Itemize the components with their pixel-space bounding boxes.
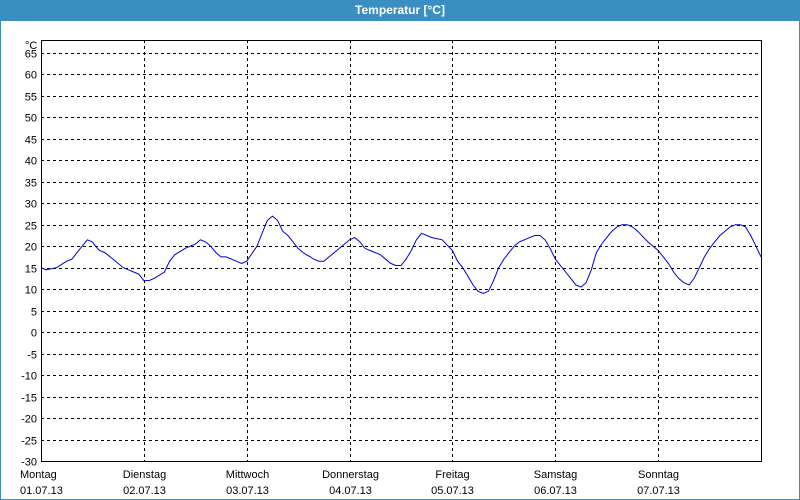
y-tick-label: 10	[25, 285, 37, 297]
y-tick-label: 20	[25, 242, 37, 254]
y-tick-label: -30	[21, 457, 37, 469]
x-tick-day-label: Donnerstag	[322, 469, 379, 481]
x-tick-day-label: Sonntag	[638, 469, 679, 481]
y-tick-label: -15	[21, 393, 37, 405]
y-tick-label: 30	[25, 199, 37, 211]
x-tick-day-label: Dienstag	[123, 469, 166, 481]
x-tick-date-label: 06.07.13	[534, 485, 577, 497]
y-tick-label: 55	[25, 92, 37, 104]
x-tick-day-label: Samstag	[534, 469, 577, 481]
y-axis-ticks: 65605550454035302520151050-5-10-15-20-25…	[21, 49, 37, 469]
y-tick-label: 50	[25, 113, 37, 125]
y-tick-label: 35	[25, 178, 37, 190]
x-tick-date-label: 07.07.13	[637, 485, 680, 497]
y-tick-label: 65	[25, 49, 37, 61]
series-line-temperature	[40, 215, 762, 295]
window-title: Temperatur [°C]	[1, 0, 799, 21]
y-tick-label: 25	[25, 221, 37, 233]
x-tick-date-label: 02.07.13	[123, 485, 166, 497]
grid	[41, 40, 761, 461]
x-tick-day-label: Montag	[20, 469, 57, 481]
y-tick-label: 45	[25, 135, 37, 147]
x-tick-date-label: 01.07.13	[20, 485, 63, 497]
y-tick-label: -10	[21, 371, 37, 383]
y-tick-label: 5	[31, 307, 37, 319]
y-tick-label: 40	[25, 156, 37, 168]
x-tick-date-label: 04.07.13	[329, 485, 372, 497]
y-tick-label: 60	[25, 70, 37, 82]
y-tick-label: 15	[25, 264, 37, 276]
y-tick-label: 0	[31, 328, 37, 340]
y-tick-label: -20	[21, 414, 37, 426]
x-tick-date-label: 05.07.13	[431, 485, 474, 497]
y-axis-unit-label: °C	[25, 40, 37, 52]
x-axis-ticks: Montag 01.07.13 Dienstag 02.07.13 Mittwoch 03…	[20, 469, 680, 497]
plot-frame	[41, 40, 762, 462]
y-tick-label: -25	[21, 436, 37, 448]
temperature-chart: 65605550454035302520151050-5-10-15-20-25…	[20, 40, 762, 497]
x-tick-date-label: 03.07.13	[226, 485, 269, 497]
series	[40, 215, 762, 295]
y-tick-label: -5	[27, 350, 37, 362]
x-tick-day-label: Mittwoch	[226, 469, 269, 481]
x-tick-day-label: Freitag	[435, 469, 469, 481]
